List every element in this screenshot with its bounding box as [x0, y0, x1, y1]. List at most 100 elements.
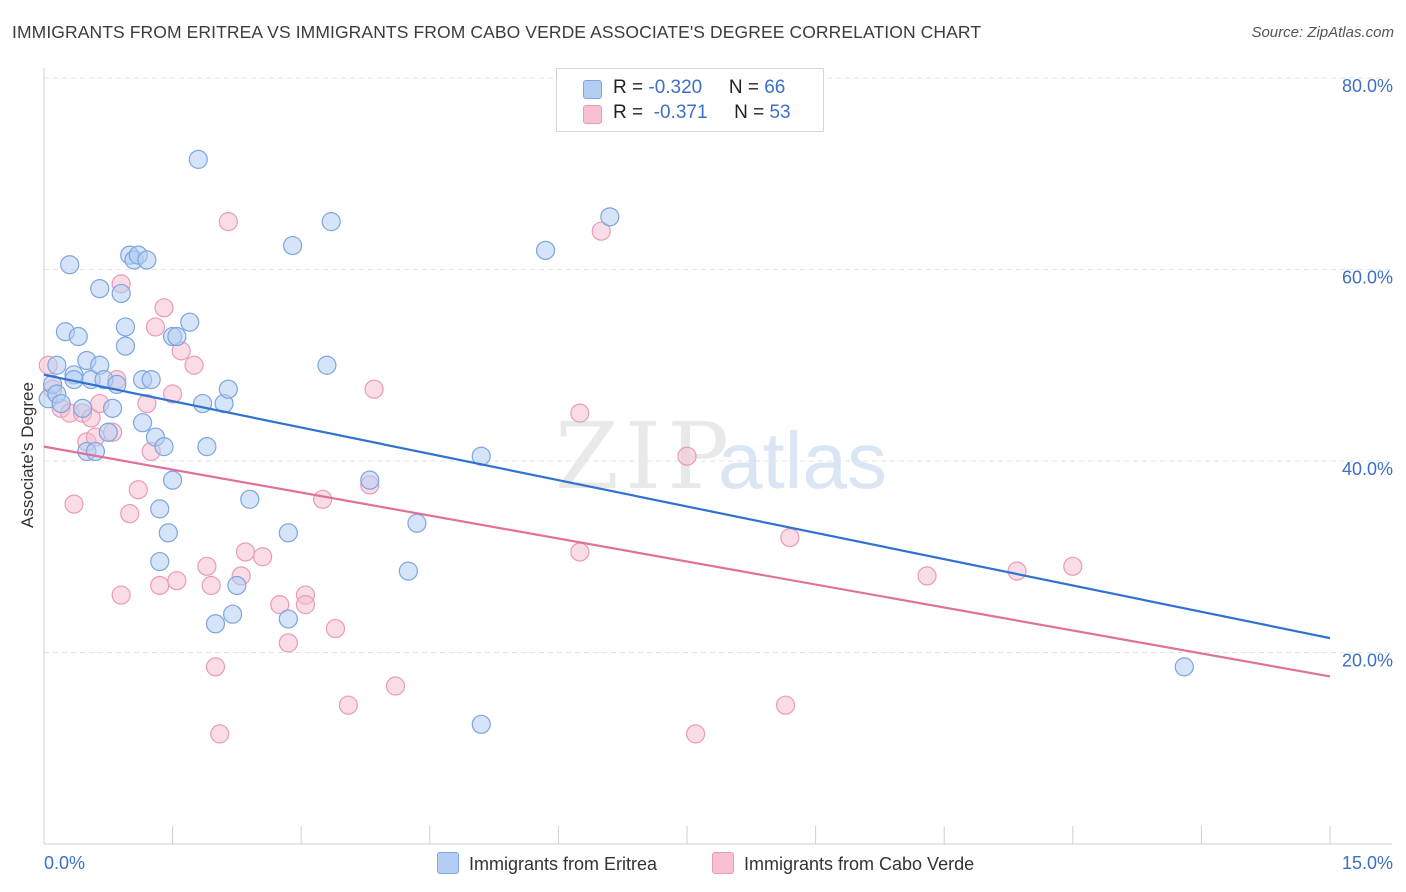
eritrea-point	[193, 393, 213, 414]
cabo-verde-point	[685, 724, 706, 744]
eritrea-point	[218, 379, 238, 399]
eritrea-point	[180, 312, 200, 332]
series-eritrea-points	[38, 149, 1194, 734]
eritrea-point	[240, 489, 260, 509]
trend-lines	[43, 373, 1331, 678]
legend-n-label: N =	[734, 102, 770, 123]
cabo-verde-point	[338, 695, 358, 715]
cabo-verde-point	[278, 633, 298, 653]
eritrea-point	[407, 513, 427, 533]
chart-title: IMMIGRANTS FROM ERITREA VS IMMIGRANTS FR…	[12, 22, 982, 42]
eritrea-point	[72, 398, 93, 418]
eritrea-point	[278, 609, 298, 629]
eritrea-point	[163, 470, 183, 490]
cabo-verde-point	[163, 384, 183, 404]
cabo-verde-point	[677, 446, 697, 466]
eritrea-point	[167, 326, 187, 347]
cabo-verde-point	[120, 504, 140, 524]
cabo-verde-point	[1063, 556, 1083, 576]
cabo-verde-point	[591, 221, 611, 241]
eritrea-point	[1174, 657, 1194, 677]
cabo-verde-point	[570, 403, 590, 423]
eritrea-point	[205, 614, 226, 634]
eritrea-point	[150, 551, 170, 572]
legend-swatch-pink	[712, 852, 734, 874]
cabo-verde-point	[145, 317, 166, 337]
eritrea-point	[90, 279, 110, 299]
y-tick-label: 20.0%	[1342, 651, 1393, 671]
cabo-verde-point	[201, 575, 221, 596]
eritrea-point	[278, 523, 298, 543]
eritrea-point	[158, 523, 178, 543]
legend-n-value: 66	[764, 77, 786, 98]
legend-r-value: -0.320	[648, 77, 703, 98]
legend-label-cabo-verde: Immigrants from Cabo Verde	[744, 854, 975, 874]
cabo-verde-point	[205, 657, 226, 677]
cabo-verde-point	[167, 571, 187, 591]
cabo-verde-point	[154, 298, 174, 318]
eritrea-point	[283, 235, 303, 256]
legend-label-eritrea: Immigrants from Eritrea	[469, 854, 658, 874]
x-tick-label: 0.0%	[44, 853, 85, 873]
eritrea-point	[600, 207, 620, 227]
y-tick-label: 40.0%	[1342, 459, 1393, 479]
cabo-verde-point	[385, 676, 406, 696]
legend-r-label: R =	[613, 77, 649, 98]
eritrea-point	[132, 413, 153, 433]
eritrea-point	[398, 561, 418, 581]
cabo-verde-point	[253, 547, 273, 567]
cabo-verde-point	[325, 618, 346, 639]
legend-swatch-blue	[437, 852, 459, 874]
eritrea-point	[223, 604, 243, 624]
tick-labels: 20.0% 40.0% 60.0% 80.0% 0.0% 15.0%	[44, 76, 1393, 873]
cabo-verde-point	[210, 724, 230, 744]
eritrea-point	[137, 250, 157, 270]
cabo-verde-point	[111, 585, 131, 605]
legend-n-value: 53	[769, 102, 791, 123]
cabo-verde-point	[775, 695, 796, 715]
legend-n-label: N =	[728, 77, 765, 98]
legend-r-label: R =	[613, 102, 649, 123]
source-label: Source: ZipAtlas.com	[1251, 24, 1394, 41]
x-tick-label: 15.0%	[1342, 853, 1393, 873]
legend-r-value: -0.371	[648, 102, 708, 123]
legend-item-cabo-verde: Immigrants from Cabo Verde	[712, 852, 974, 875]
cabo-verde-point	[1007, 561, 1027, 581]
eritrea-point	[141, 370, 161, 390]
cabo-verde-point	[295, 595, 316, 615]
axes	[43, 68, 1392, 845]
cabo-verde-point	[235, 542, 256, 562]
cabo-verde-point	[570, 542, 590, 562]
eritrea-point	[68, 326, 88, 347]
y-tick-label: 80.0%	[1342, 76, 1393, 96]
eritrea-point	[47, 355, 67, 375]
watermark-atlas: atlas	[718, 416, 887, 505]
cabo-verde-point	[364, 379, 384, 399]
eritrea-point	[115, 317, 136, 337]
cabo-verde-point	[184, 355, 204, 375]
eritrea-trend-line	[43, 373, 1331, 640]
eritrea-point	[197, 437, 217, 457]
cabo-verde-trend-line	[43, 445, 1331, 678]
eritrea-point	[98, 422, 118, 442]
cabo-verde-point	[780, 527, 800, 548]
legend-swatch-blue	[583, 80, 602, 99]
eritrea-point	[154, 437, 174, 457]
legend-item-eritrea: Immigrants from Eritrea	[437, 852, 657, 875]
cabo-verde-point	[218, 212, 238, 232]
y-tick-label: 60.0%	[1342, 268, 1393, 288]
eritrea-point	[535, 240, 556, 260]
cabo-verde-point	[150, 575, 170, 596]
cabo-verde-point	[197, 556, 217, 576]
cabo-verde-point	[137, 393, 157, 414]
cabo-verde-point	[64, 494, 84, 514]
eritrea-point	[102, 398, 123, 418]
legend-swatch-pink	[583, 105, 602, 124]
eritrea-point	[51, 393, 71, 414]
eritrea-point	[60, 255, 80, 275]
eritrea-point	[321, 212, 341, 232]
cabo-verde-point	[128, 480, 148, 500]
watermark: ZIP atlas	[555, 403, 887, 510]
eritrea-point	[150, 499, 170, 519]
